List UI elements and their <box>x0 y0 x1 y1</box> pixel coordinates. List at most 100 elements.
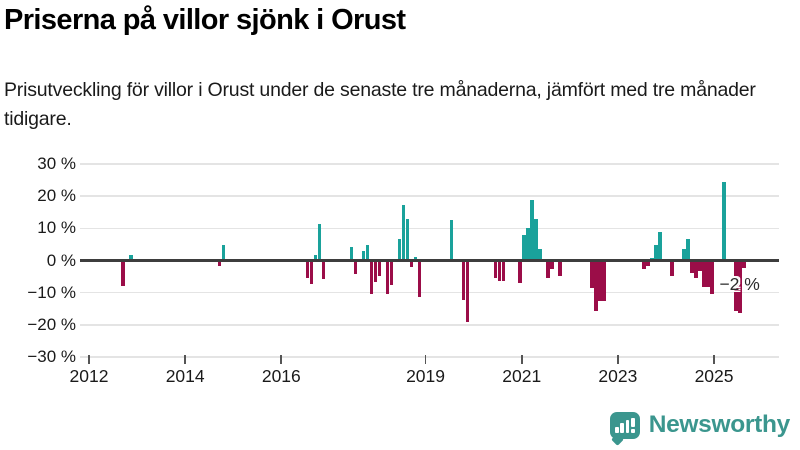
bar-2021-01 <box>522 234 526 261</box>
y-axis-label: −10 % <box>27 282 76 302</box>
bar-2016-07 <box>305 262 310 279</box>
gridline <box>80 356 779 358</box>
x-axis-tick <box>616 355 619 364</box>
logo-bar-small <box>615 426 619 433</box>
y-axis-label: 20 % <box>37 186 76 206</box>
bar-2017-09 <box>361 251 366 261</box>
bar-2021-08 <box>550 262 554 270</box>
x-axis-tick <box>88 355 90 364</box>
y-axis-label: −30 % <box>27 346 76 366</box>
bar-2021-02 <box>526 228 530 261</box>
page-subtitle: Prisutveckling för villor i Orust under … <box>4 79 756 130</box>
bar-2025-06 <box>734 262 738 311</box>
bar-2021-04 <box>534 218 538 261</box>
price-development-bar-chart: 30 % 20 % 10 % 0 % −10 % −20 % −30 % 2012 2014 20… <box>27 154 779 386</box>
x-axis-label: 2014 <box>165 366 205 386</box>
x-axis-tick <box>424 355 427 364</box>
bar-2016-08 <box>309 262 314 285</box>
bar-2016-11 <box>321 262 326 280</box>
bar-2024-07 <box>690 262 694 273</box>
y-axis-label: 30 % <box>37 154 76 174</box>
bar-2023-08 <box>646 262 650 266</box>
bar-2019-07 <box>449 219 454 261</box>
bar-2017-12 <box>373 262 378 282</box>
bar-2014-09 <box>217 262 221 267</box>
bar-2017-10 <box>365 244 370 261</box>
gridline <box>80 163 779 165</box>
y-axis-label: 10 % <box>37 218 76 238</box>
bar-2018-01 <box>377 262 382 277</box>
bar-2017-06 <box>349 246 354 261</box>
y-axis-label: 0 % <box>46 250 76 270</box>
bar-2018-09 <box>409 262 414 267</box>
x-axis-tick <box>520 355 523 364</box>
bar-2018-08 <box>405 219 410 261</box>
logo-bar-tall <box>625 419 630 433</box>
bar-2019-10 <box>461 262 466 301</box>
bar-2014-10 <box>221 245 226 261</box>
bar-2022-09 <box>602 262 606 302</box>
bar-2024-12 <box>710 262 714 295</box>
bar-2024-05 <box>682 248 686 261</box>
bar-2021-03 <box>530 200 534 261</box>
x-axis-label: 2023 <box>598 366 638 386</box>
bar-2024-06 <box>686 238 690 261</box>
bar-2019-11 <box>465 262 470 323</box>
gridline <box>80 291 779 294</box>
bar-2018-07 <box>401 205 406 261</box>
y-axis-label: −20 % <box>27 314 76 334</box>
newsworthy-wordmark: Newsworthy <box>648 411 791 438</box>
x-axis-label: 2012 <box>69 366 109 386</box>
bar-2022-08 <box>598 262 602 302</box>
bar-2016-10 <box>317 223 322 261</box>
bar-2024-11 <box>706 262 710 288</box>
x-axis-tick <box>184 355 187 364</box>
logo-exclamation-bar <box>631 417 635 427</box>
x-axis-label: 2016 <box>261 366 301 386</box>
bar-2012-11 <box>129 254 133 261</box>
bar-2022-07 <box>594 262 598 311</box>
logo-exclamation-dot <box>631 428 635 433</box>
speech-bubble-tail <box>610 432 624 446</box>
page-title: Priserna på villor sjönk i Orust <box>4 4 406 36</box>
x-axis-tick <box>280 355 283 364</box>
bar-2023-07 <box>642 262 646 270</box>
bar-2021-10 <box>558 262 562 276</box>
bar-2025-07 <box>738 262 742 313</box>
bar-2018-03 <box>385 262 390 295</box>
newsworthy-logo: Newsworthy <box>609 411 791 446</box>
bar-2025-03 <box>722 181 726 261</box>
bar-2021-05 <box>538 248 542 261</box>
bar-chart-speech-bubble-icon <box>609 411 640 446</box>
bar-2023-10 <box>654 244 658 261</box>
bar-2023-11 <box>658 232 662 261</box>
bar-2021-07 <box>546 262 550 279</box>
bar-2012-09 <box>121 262 125 287</box>
x-axis-label: 2019 <box>406 366 446 386</box>
bar-2020-12 <box>518 262 522 283</box>
bar-2020-08 <box>501 262 506 281</box>
latest-value-label: −2 % <box>719 274 760 294</box>
logo-bar-medium <box>620 423 625 433</box>
gridline <box>80 324 779 326</box>
bar-2018-10 <box>413 256 418 261</box>
bar-2025-08 <box>742 262 746 269</box>
bar-2017-11 <box>369 262 374 295</box>
bar-2018-04 <box>389 262 394 286</box>
gridline <box>80 195 779 197</box>
bar-2020-07 <box>497 262 502 281</box>
bar-2024-02 <box>670 262 674 276</box>
gridline <box>80 227 779 230</box>
zero-line <box>80 259 779 262</box>
bar-2018-06 <box>397 238 402 261</box>
x-axis-label: 2021 <box>502 366 542 386</box>
bar-2024-08 <box>694 262 698 279</box>
bar-2024-10 <box>702 262 706 288</box>
bar-2017-07 <box>353 262 358 274</box>
x-axis-tick <box>713 355 715 364</box>
bar-2020-06 <box>493 262 498 279</box>
bar-2024-09 <box>698 262 702 271</box>
bar-2016-09 <box>313 254 318 261</box>
bar-2018-11 <box>417 262 422 298</box>
x-axis-label: 2025 <box>694 366 734 386</box>
